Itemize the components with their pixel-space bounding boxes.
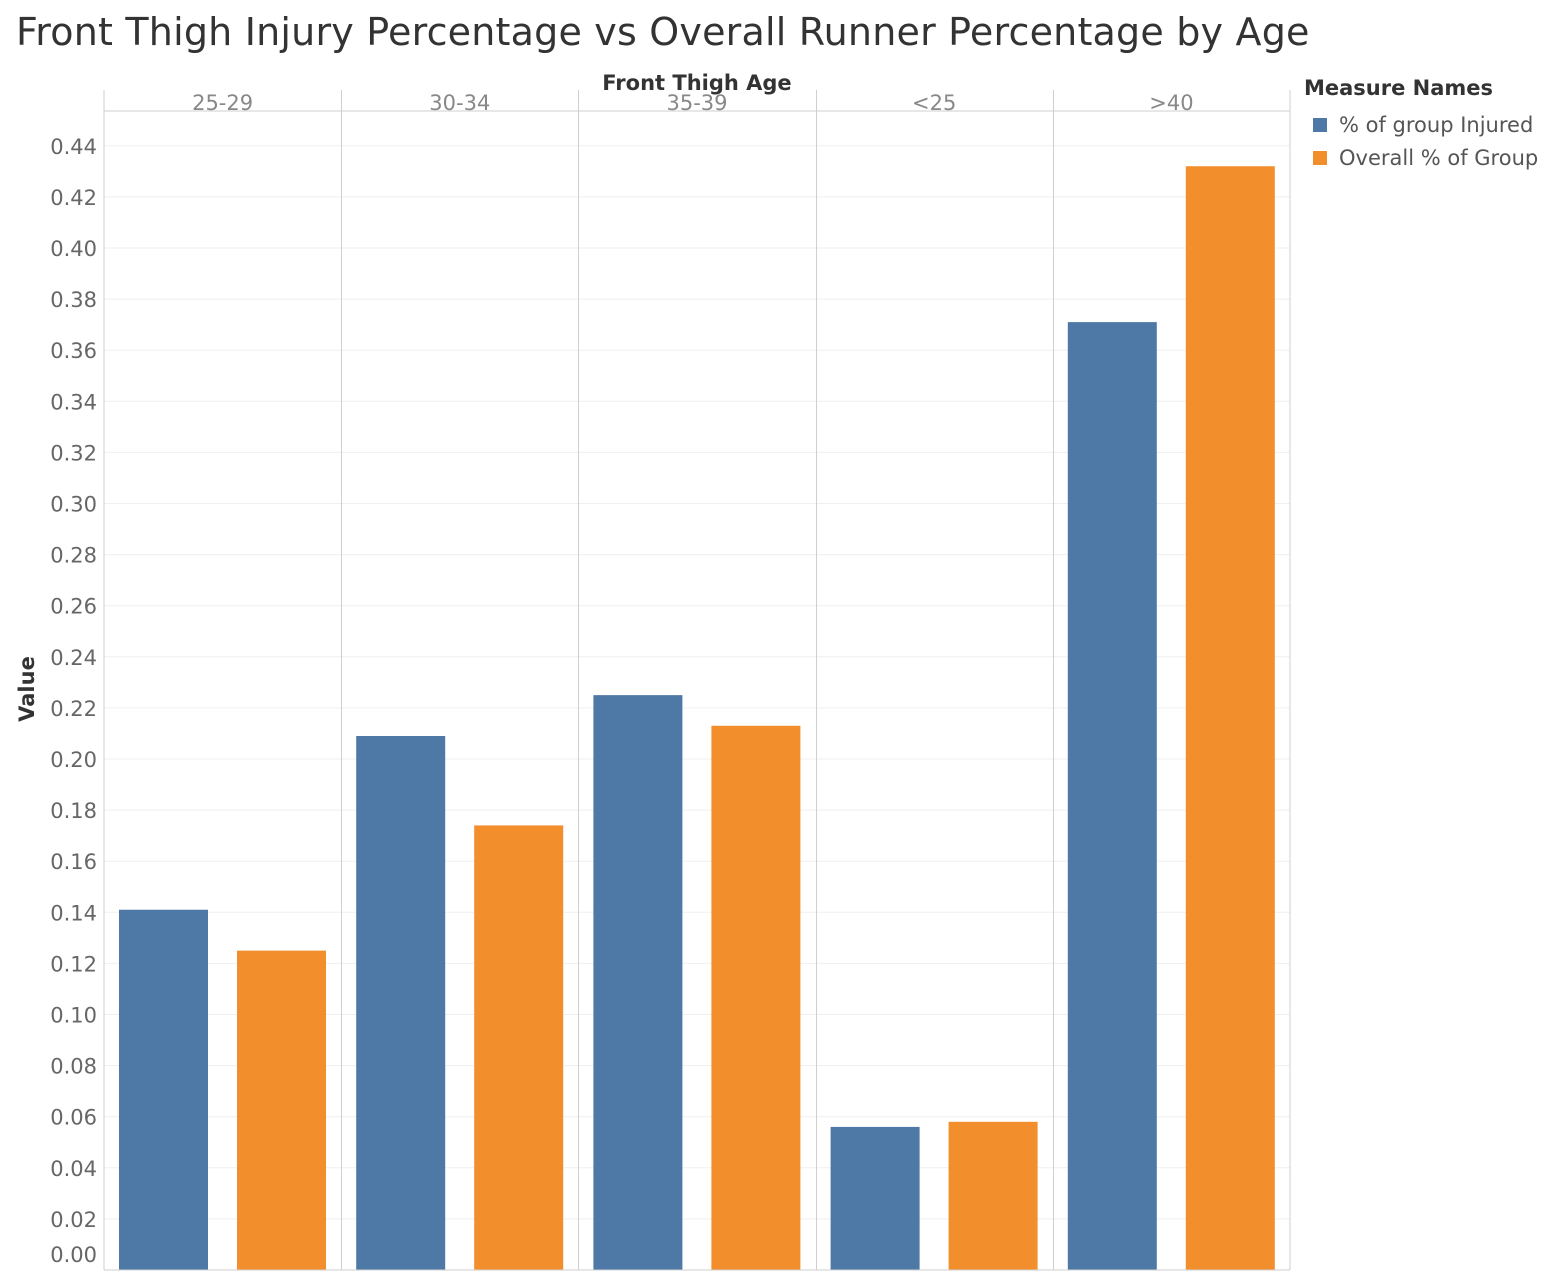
bar-overall xyxy=(237,950,326,1270)
y-tick-label: 0.26 xyxy=(50,595,97,619)
y-tick-label: 0.16 xyxy=(50,850,97,874)
column-header-title: Front Thigh Age xyxy=(602,71,791,95)
legend-items: % of group Injured Overall % of Group xyxy=(1304,108,1538,174)
legend-label: Overall % of Group xyxy=(1339,145,1539,170)
y-tick-label: 0.32 xyxy=(50,441,97,465)
legend-item: % of group Injured xyxy=(1304,108,1538,141)
y-axis-label: Value xyxy=(15,656,39,722)
bar-injured xyxy=(356,736,446,1270)
y-tick-label: 0.30 xyxy=(50,493,97,517)
category-label: 35-39 xyxy=(666,91,727,115)
legend-swatch xyxy=(1313,150,1327,165)
y-tick-label: 0.00 xyxy=(50,1243,97,1267)
y-tick-label: 0.24 xyxy=(50,646,97,670)
bar-overall xyxy=(1185,166,1275,1271)
y-tick-label: 0.40 xyxy=(50,237,97,261)
bar-injured xyxy=(593,695,683,1270)
bar-injured xyxy=(119,909,208,1270)
category-label: 30-34 xyxy=(429,91,490,115)
y-tick-label: 0.42 xyxy=(50,186,97,210)
y-tick-label: 0.08 xyxy=(50,1055,97,1079)
y-tick-label: 0.34 xyxy=(50,390,97,414)
legend: Measure Names % of group Injured Overall … xyxy=(1304,76,1538,174)
bar-overall xyxy=(948,1121,1038,1270)
y-tick-label: 0.12 xyxy=(50,952,97,976)
y-tick-label: 0.44 xyxy=(50,135,97,159)
y-tick-label: 0.10 xyxy=(50,1004,97,1028)
y-tick-label: 0.28 xyxy=(50,544,97,568)
bar-injured xyxy=(1067,322,1157,1271)
category-label: 25-29 xyxy=(192,91,253,115)
bar-overall xyxy=(711,725,801,1270)
y-tick-label: 0.04 xyxy=(50,1157,97,1181)
legend-item: Overall % of Group xyxy=(1304,141,1538,174)
y-tick-label: 0.14 xyxy=(50,901,97,925)
legend-label: % of group Injured xyxy=(1339,112,1534,137)
y-tick-label: 0.02 xyxy=(50,1208,97,1232)
y-tick-label: 0.36 xyxy=(50,339,97,363)
chart-title: Front Thigh Injury Percentage vs Overall… xyxy=(16,10,1310,54)
y-tick-label: 0.38 xyxy=(50,288,97,312)
y-tick-label: 0.22 xyxy=(50,697,97,721)
bar-injured xyxy=(830,1126,920,1270)
legend-title: Measure Names xyxy=(1304,76,1494,100)
y-tick-label: 0.20 xyxy=(50,748,97,772)
y-tick-label: 0.06 xyxy=(50,1106,97,1130)
category-label: <25 xyxy=(912,91,956,115)
bar-overall xyxy=(474,825,564,1270)
legend-swatch xyxy=(1313,117,1327,132)
category-label: >40 xyxy=(1149,91,1193,115)
y-tick-label: 0.18 xyxy=(50,799,97,823)
